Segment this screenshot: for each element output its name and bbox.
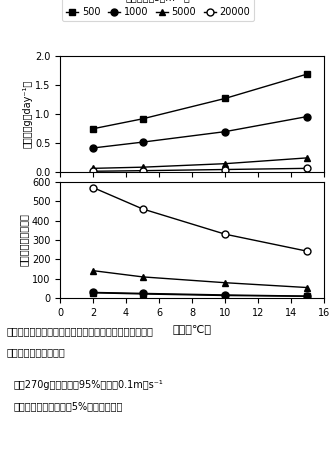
Text: 鮮度保持日数は果重が5%減少する日数: 鮮度保持日数は果重が5%減少する日数 xyxy=(13,401,123,411)
Legend: 500, 1000, 5000, 20000: 500, 1000, 5000, 20000 xyxy=(62,0,254,21)
Text: 果重270g、相対湿度95%、風速0.1m・s⁻¹: 果重270g、相対湿度95%、風速0.1m・s⁻¹ xyxy=(13,380,163,390)
Y-axis label: 蒸散量（g・day⁻¹）: 蒸散量（g・day⁻¹） xyxy=(22,80,32,148)
Y-axis label: 鮮度保持日数（日）: 鮮度保持日数（日） xyxy=(19,213,29,267)
X-axis label: 気温（℃）: 気温（℃） xyxy=(173,323,211,334)
Text: 図２　貯蔵果実の蒸散量、鮮度保持日数に対する気温、: 図２ 貯蔵果実の蒸散量、鮮度保持日数に対する気温、 xyxy=(7,326,154,336)
Text: 果皮抵抗の影響: 果皮抵抗の影響 xyxy=(7,347,65,357)
